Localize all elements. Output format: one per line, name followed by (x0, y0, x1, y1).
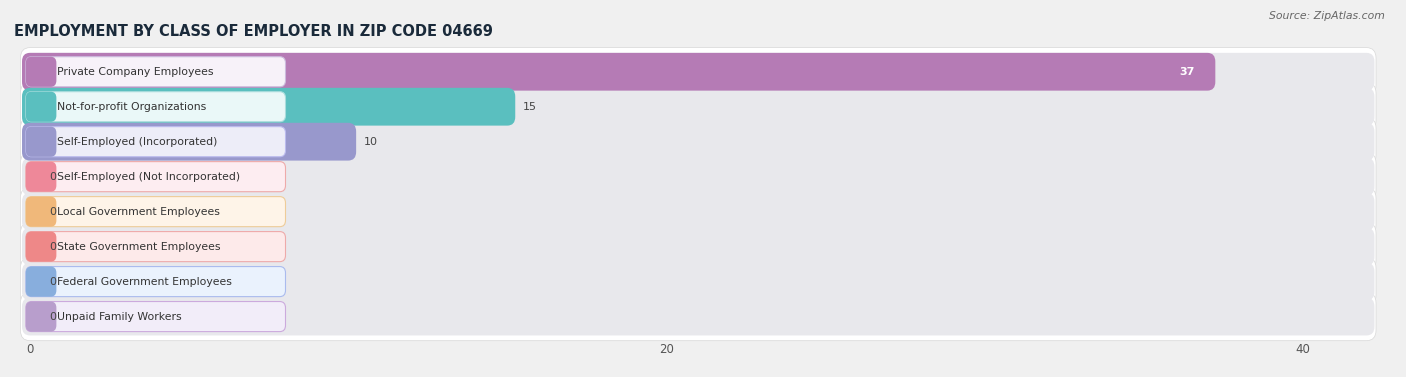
Text: Source: ZipAtlas.com: Source: ZipAtlas.com (1270, 11, 1385, 21)
FancyBboxPatch shape (22, 53, 1215, 90)
FancyBboxPatch shape (25, 267, 285, 297)
FancyBboxPatch shape (25, 57, 56, 87)
Text: 0: 0 (49, 311, 56, 322)
FancyBboxPatch shape (25, 302, 56, 332)
FancyBboxPatch shape (21, 222, 1376, 271)
FancyBboxPatch shape (25, 302, 285, 332)
FancyBboxPatch shape (25, 162, 56, 192)
FancyBboxPatch shape (25, 92, 285, 122)
FancyBboxPatch shape (21, 187, 1376, 236)
Text: Self-Employed (Not Incorporated): Self-Employed (Not Incorporated) (58, 172, 240, 182)
Text: Unpaid Family Workers: Unpaid Family Workers (58, 311, 181, 322)
Text: State Government Employees: State Government Employees (58, 242, 221, 251)
FancyBboxPatch shape (22, 88, 1375, 126)
FancyBboxPatch shape (22, 123, 356, 161)
FancyBboxPatch shape (25, 231, 56, 262)
Text: Federal Government Employees: Federal Government Employees (58, 277, 232, 287)
FancyBboxPatch shape (22, 193, 1375, 230)
FancyBboxPatch shape (22, 53, 1375, 90)
FancyBboxPatch shape (25, 196, 56, 227)
FancyBboxPatch shape (22, 88, 515, 126)
FancyBboxPatch shape (25, 127, 285, 157)
Text: 37: 37 (1180, 67, 1195, 77)
FancyBboxPatch shape (21, 257, 1376, 306)
FancyBboxPatch shape (21, 118, 1376, 166)
FancyBboxPatch shape (25, 92, 56, 122)
FancyBboxPatch shape (25, 267, 56, 297)
Text: Not-for-profit Organizations: Not-for-profit Organizations (58, 102, 207, 112)
FancyBboxPatch shape (21, 153, 1376, 201)
FancyBboxPatch shape (25, 127, 56, 157)
Text: 10: 10 (364, 137, 378, 147)
FancyBboxPatch shape (21, 293, 1376, 341)
FancyBboxPatch shape (22, 263, 1375, 300)
FancyBboxPatch shape (25, 57, 285, 87)
Text: Private Company Employees: Private Company Employees (58, 67, 214, 77)
FancyBboxPatch shape (25, 162, 285, 192)
Text: EMPLOYMENT BY CLASS OF EMPLOYER IN ZIP CODE 04669: EMPLOYMENT BY CLASS OF EMPLOYER IN ZIP C… (14, 23, 494, 38)
FancyBboxPatch shape (22, 228, 1375, 265)
Text: 0: 0 (49, 242, 56, 251)
FancyBboxPatch shape (21, 48, 1376, 96)
FancyBboxPatch shape (25, 196, 285, 227)
Text: 0: 0 (49, 172, 56, 182)
Text: 15: 15 (523, 102, 537, 112)
FancyBboxPatch shape (22, 123, 1375, 161)
Text: Local Government Employees: Local Government Employees (58, 207, 219, 217)
FancyBboxPatch shape (22, 298, 1375, 336)
Text: Self-Employed (Incorporated): Self-Employed (Incorporated) (58, 137, 218, 147)
FancyBboxPatch shape (21, 83, 1376, 131)
Text: 0: 0 (49, 207, 56, 217)
FancyBboxPatch shape (22, 158, 1375, 196)
FancyBboxPatch shape (25, 231, 285, 262)
Text: 0: 0 (49, 277, 56, 287)
